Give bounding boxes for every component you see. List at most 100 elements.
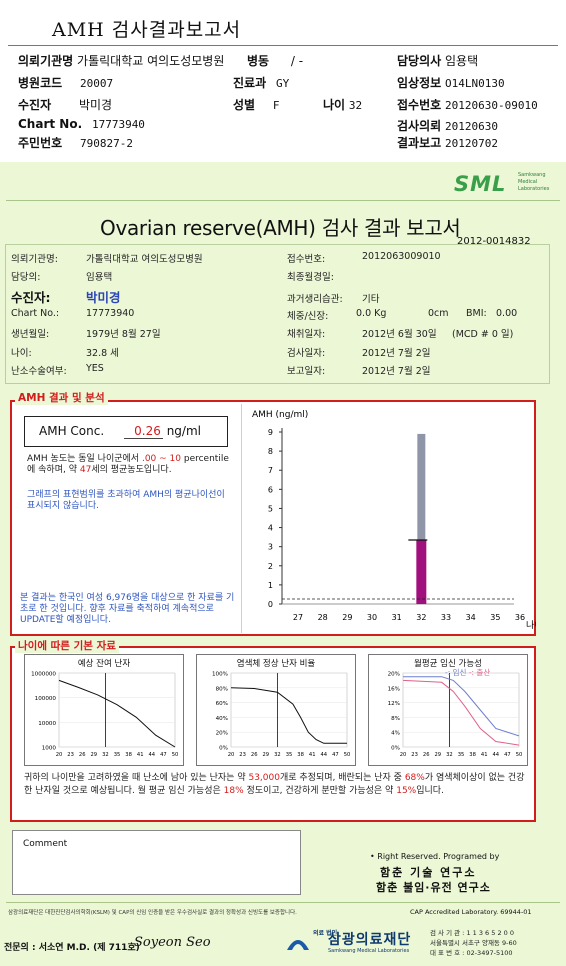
pi-report-label: 보고일자: [287,366,326,377]
foundation-logo-icon [287,940,309,950]
sml-logo: SML [454,172,507,196]
mini-x-tick-label: 20 [228,752,235,758]
amh-y-tick-label: 9 [268,428,273,437]
mini-y-tick-label: 20% [388,672,400,678]
pi-institution-label: 의뢰기관명: [11,254,58,265]
mini-y-tick-label: 100000 [35,696,57,702]
mini-y-tick-label: 0% [391,746,400,752]
mini-y-tick-label: 16% [388,686,400,692]
amh-y-tick-label: 5 [268,504,273,513]
pi-birth-label: 생년월일: [11,329,50,340]
amh-y-tick-label: 7 [268,466,273,475]
pi-age-label: 나이: [11,348,32,359]
pi-surgery-label: 난소수술여부: [11,366,67,377]
signature: Soyeon Seo [134,935,211,950]
mini-x-tick-label: 41 [481,752,488,758]
mini-x-tick-label: 50 [344,752,351,758]
foundation-prefix: 의료 법인 [313,930,338,937]
mini-x-tick-label: 32 [446,752,453,758]
clinical-info-field: 임상정보 O14LN0130 [397,76,505,90]
report-date-field: 결과보고 20120702 [397,136,498,150]
pi-bmi-label: BMI: [466,308,487,319]
mini-y-tick-label: 1000 [42,746,57,752]
mini-x-tick-label: 44 [492,752,499,758]
remaining-eggs-chart: 1000000 100000 10000 1000 20 23 26 29 32 35 38 41 44… [24,654,184,766]
mini-x-tick-label: 20 [400,752,407,758]
age-section-title: 나이에 따른 기본 자료 [15,638,119,653]
pi-height-value: 0cm [428,308,449,319]
amh-x-tick-label: 33 [441,613,451,622]
pi-collect-label: 채취일자: [287,329,326,340]
remaining-eggs-title: 예상 잔여 난자 [77,659,131,669]
amh-section-title: AMH 결과 및 분석 [15,390,108,405]
id-number-field: 주민번호 790827-2 [18,136,133,150]
patient-info-box: 의뢰기관명: 가톨릭대학교 여의도성모병원 접수번호: 201206300901… [5,244,550,384]
age-summary-text: 귀하의 나이만을 고려하였을 때 난소에 남아 있는 난자는 약 53,000개… [24,773,525,796]
pi-test-value: 2012년 7월 2일 [362,348,431,359]
amh-x-tick-label: 32 [416,613,426,622]
pi-chart-value: 17773940 [86,308,135,319]
rights-text: • Right Reserved. Programed by [370,852,500,861]
mini-y-tick-label: 10000 [38,721,56,727]
pi-patient-value: 박미경 [86,290,121,305]
footer-divider [6,902,560,903]
chart-no-field: Chart No. 17773940 [18,117,145,131]
amh-x-tick-label: 29 [342,613,352,622]
institution-field: 의뢰기관명 가톨릭대학교 여의도성모병원 [18,54,225,68]
sex-field: 성별 F [233,98,280,112]
mini-x-tick-label: 26 [251,752,258,758]
normal-eggs-svg: 100% 80% 60% 40% 20% 0%20 23 26 29 32 35 38 41 44 47 50 [212,672,351,759]
pi-institution-value: 가톨릭대학교 여의도성모병원 [86,254,203,265]
foundation-english: Samkwang Medical Laboratories [328,948,410,954]
pi-history-value: 기타 [362,294,380,305]
mini-x-tick-label: 35 [114,752,121,758]
amh-x-axis-label: 나이 [526,620,536,631]
amh-y-tick-label: 6 [268,485,273,494]
mini-x-tick-label: 44 [320,752,327,758]
pi-age-value: 32.8 세 [86,348,119,359]
mini-plot-area [402,672,520,748]
mini-y-tick-label: 60% [216,701,228,707]
normal-eggs-line [230,687,347,744]
amh-conc-label: AMH Conc. [39,424,105,438]
amh-y-tick-label: 8 [268,447,273,456]
amh-x-tick-label: 27 [293,613,303,622]
mini-x-tick-label: 50 [516,752,523,758]
mini-x-tick-label: 44 [148,752,155,758]
age-reference-section: 1000000 100000 10000 1000 20 23 26 29 32 35 38 41 44… [10,646,536,822]
mini-y-tick-label: 100% [212,672,228,678]
sml-logo-subtitle: Samkwang Medical Laboratories [518,172,550,192]
amh-x-tick-label: 30 [367,613,377,622]
dept-field: 진료과 GY [233,76,290,90]
mini-x-tick-label: 47 [332,752,339,758]
amh-concentration-box: AMH Conc. 0.26 ng/ml [24,416,228,447]
amh-x-tick-label: 34 [466,613,476,622]
amh-y-tick-label: 1 [268,581,273,590]
amh-y-tick-label: 4 [268,524,273,533]
amh-conc-value: 0.26 [124,424,163,439]
mini-x-tick-label: 38 [469,752,476,758]
specialist-name: 전문의 : 서소연 M.D. (제 711호) [4,943,140,953]
mini-x-tick-label: 29 [434,752,441,758]
report-sheet: SML Samkwang Medical Laboratories Ovaria… [0,162,566,966]
pi-history-label: 과거생리습관: [287,294,343,305]
mini-x-tick-label: 26 [423,752,430,758]
amh-value-bar [416,539,427,604]
amh-range-bar [417,433,426,540]
hospital-code-field: 병원코드 20007 [18,76,114,90]
amh-x-tick-label: 31 [392,613,402,622]
pi-report-value: 2012년 7월 2일 [362,366,431,377]
amh-x-tick-label: 35 [490,613,500,622]
amh-y-tick-label: 3 [268,543,273,552]
normal-eggs-chart: 100% 80% 60% 40% 20% 0% 20 23 26 29 32 35 38 41 44 47 50… [196,654,356,766]
mini-x-tick-label: 20 [56,752,63,758]
pi-birth-value: 1979년 8월 27일 [86,329,161,340]
pi-test-label: 검사일자: [287,348,326,359]
mini-x-tick-label: 38 [125,752,132,758]
mini-x-tick-label: 23 [239,752,246,758]
amh-y-axis-label: AMH (ng/ml) [252,410,308,420]
mini-y-tick-label: 8% [391,716,400,722]
normal-eggs-title: 염색체 정상 난자 비율 [236,659,316,669]
